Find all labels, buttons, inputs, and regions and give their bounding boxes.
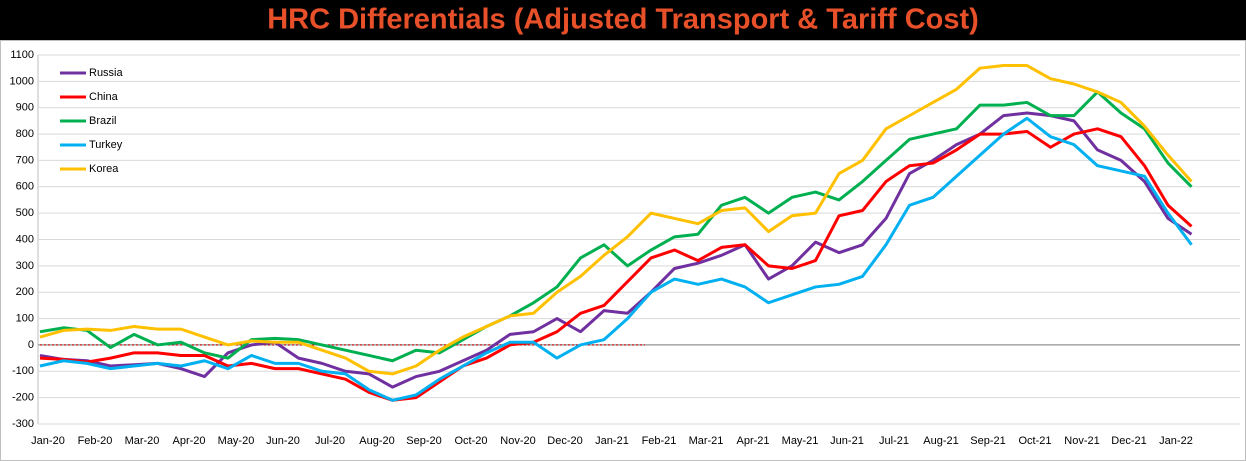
x-tick-label: May-20 xyxy=(218,435,255,447)
x-tick-label: Dec-20 xyxy=(547,435,582,447)
y-tick-label: 0 xyxy=(28,339,34,351)
y-tick-label: -300 xyxy=(12,418,34,430)
x-tick-label: Mar-20 xyxy=(125,435,160,447)
x-tick-label: Aug-20 xyxy=(359,435,394,447)
y-tick-label: 600 xyxy=(16,181,34,193)
y-tick-label: -100 xyxy=(12,365,34,377)
y-tick-label: 300 xyxy=(16,260,34,272)
x-tick-label: Oct-20 xyxy=(454,435,487,447)
legend-label: Turkey xyxy=(89,139,123,151)
series-line xyxy=(39,116,1193,402)
x-tick-label: Jul-21 xyxy=(879,435,909,447)
y-tick-label: 700 xyxy=(16,154,34,166)
x-tick-label: Apr-21 xyxy=(736,435,769,447)
y-tick-label: 1100 xyxy=(10,49,34,61)
x-tick-label: Mar-21 xyxy=(689,435,724,447)
chart-title: HRC Differentials (Adjusted Transport & … xyxy=(267,4,979,36)
x-tick-label: Aug-21 xyxy=(923,435,958,447)
y-tick-label: 800 xyxy=(16,128,34,140)
legend-label: Russia xyxy=(89,67,124,79)
x-tick-label: Sep-21 xyxy=(970,435,1005,447)
x-tick-label: Jun-21 xyxy=(830,435,864,447)
x-tick-label: Jan-22 xyxy=(1159,435,1193,447)
y-tick-label: 400 xyxy=(16,233,34,245)
x-tick-label: Jun-20 xyxy=(266,435,300,447)
y-tick-label: 500 xyxy=(16,207,34,219)
x-tick-label: Jan-21 xyxy=(595,435,629,447)
x-tick-label: Feb-20 xyxy=(78,435,113,447)
x-tick-label: Dec-21 xyxy=(1111,435,1146,447)
y-tick-label: 1000 xyxy=(10,75,34,87)
series-line xyxy=(39,64,1193,376)
x-tick-label: Oct-21 xyxy=(1018,435,1051,447)
title-bar xyxy=(0,0,1246,40)
x-tick-label: Sep-20 xyxy=(406,435,441,447)
y-tick-label: -200 xyxy=(12,392,34,404)
x-tick-label: Jul-20 xyxy=(315,435,345,447)
x-tick-label: Jan-20 xyxy=(31,435,65,447)
x-tick-label: Nov-21 xyxy=(1064,435,1099,447)
legend-label: Korea xyxy=(89,163,119,175)
series-line xyxy=(39,90,1193,363)
legend-label: China xyxy=(89,91,119,103)
x-tick-label: Feb-21 xyxy=(642,435,677,447)
x-tick-label: Nov-20 xyxy=(500,435,535,447)
x-tick-label: Apr-20 xyxy=(172,435,205,447)
series-line xyxy=(39,127,1193,402)
y-tick-label: 900 xyxy=(16,102,34,114)
series-line xyxy=(39,111,1193,389)
y-tick-label: 200 xyxy=(16,286,34,298)
x-tick-label: May-21 xyxy=(782,435,819,447)
y-tick-label: 100 xyxy=(16,312,34,324)
legend-label: Brazil xyxy=(89,115,117,127)
